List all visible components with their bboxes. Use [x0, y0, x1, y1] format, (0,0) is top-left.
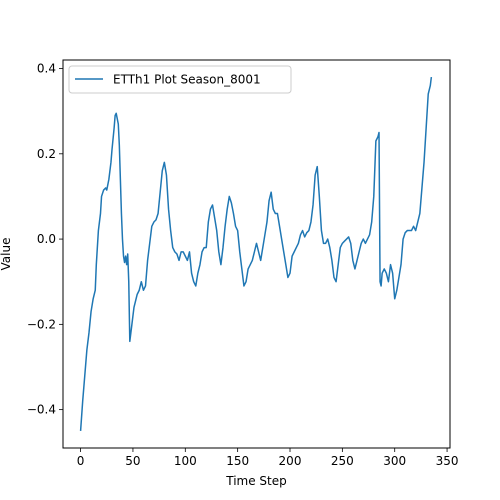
y-tick-label: 0.0 [37, 232, 56, 246]
x-tick-label: 350 [436, 454, 459, 468]
legend-box [68, 65, 292, 94]
x-tick-label: 50 [125, 454, 140, 468]
y-tick-label: 0.2 [37, 147, 56, 161]
x-tick-label: 0 [77, 454, 85, 468]
x-axis-label: Time Step [225, 474, 287, 488]
legend-label: ETTh1 Plot Season_8001 [113, 73, 261, 87]
legend: ETTh1 Plot Season_8001 [68, 65, 292, 94]
y-axis-label: Value [0, 238, 13, 271]
x-tick-label: 200 [279, 454, 302, 468]
y-tick-label: −0.4 [27, 403, 56, 417]
y-ticks: −0.4 −0.2 0.0 0.2 0.4 [27, 62, 63, 417]
y-tick-label: 0.4 [37, 62, 56, 76]
x-tick-label: 150 [226, 454, 249, 468]
series-layer [79, 76, 433, 432]
x-ticks: 0 50 100 150 200 250 300 350 [77, 448, 459, 468]
x-tick-label: 300 [383, 454, 406, 468]
x-tick-label: 250 [331, 454, 354, 468]
plot-area [63, 60, 450, 448]
plot-frame [62, 59, 451, 449]
y-tick-label: −0.2 [27, 317, 56, 331]
x-tick-label: 100 [174, 454, 197, 468]
series-line-0 [79, 76, 433, 432]
